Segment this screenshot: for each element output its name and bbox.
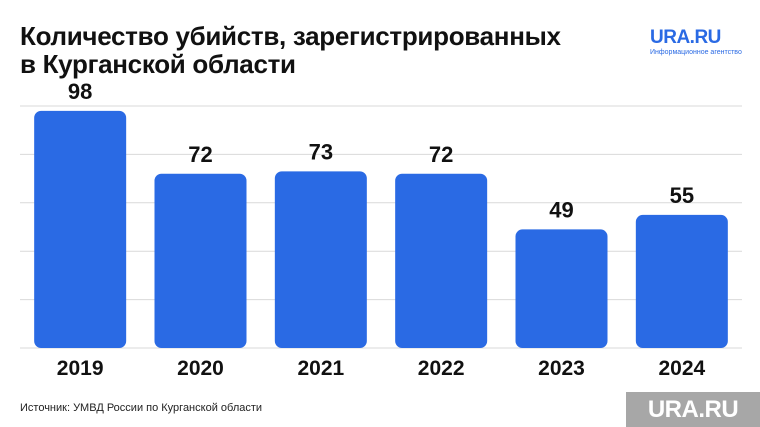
- data-label: 73: [309, 139, 333, 164]
- title-line-2: в Курганской области: [20, 49, 296, 79]
- bar: [34, 110, 127, 348]
- data-label: 72: [429, 142, 453, 167]
- brand-name: URA.RU: [650, 27, 721, 48]
- watermark: URA.RU: [626, 392, 760, 427]
- x-tick-label: 2023: [538, 357, 585, 380]
- bar: [154, 173, 247, 348]
- bar: [515, 229, 608, 348]
- x-tick-label: 2024: [658, 357, 705, 380]
- data-label: 55: [670, 183, 694, 208]
- data-label: 98: [68, 79, 92, 104]
- title-line-1: Количество убийств, зарегистрированных: [20, 21, 561, 51]
- brand-logo: URA.RU Информационное агентство: [650, 28, 742, 57]
- brand-tagline: Информационное агентство: [650, 49, 742, 56]
- x-tick-label: 2022: [418, 357, 465, 380]
- data-label: 72: [188, 142, 212, 167]
- x-tick-label: 2020: [177, 357, 224, 380]
- bar: [274, 171, 367, 348]
- page-title: Количество убийств, зарегистрированных в…: [20, 22, 640, 78]
- source-note: Источник: УМВД России по Курганской обла…: [20, 402, 263, 414]
- x-tick-label: 2021: [297, 357, 344, 380]
- x-tick-label: 2019: [57, 357, 104, 380]
- bar: [635, 214, 728, 348]
- data-label: 49: [549, 197, 573, 222]
- bar: [395, 173, 488, 348]
